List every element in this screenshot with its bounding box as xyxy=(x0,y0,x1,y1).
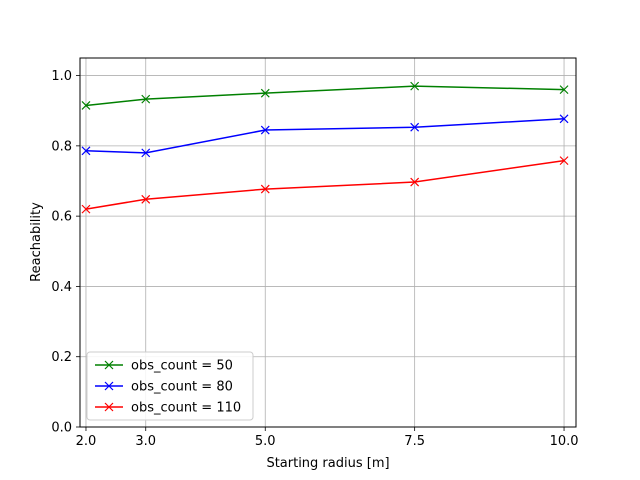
series-group xyxy=(81,81,569,214)
series-1 xyxy=(81,81,569,110)
y-tick-label: 0.0 xyxy=(51,421,72,436)
y-tick-label: 0.6 xyxy=(51,210,72,225)
y-tick-label: 0.8 xyxy=(51,139,72,154)
axis-ticks: 2.0 3.0 5.0 7.5 10.0 0.0 0.2 0.4 0.6 0.8 1.0 xyxy=(51,69,578,449)
y-tick-label: 0.2 xyxy=(51,350,72,365)
legend: obs_count = 50 obs_count = 80 obs_count = … xyxy=(86,351,254,421)
series-3 xyxy=(81,156,569,214)
x-tick-label: 5.0 xyxy=(255,434,276,449)
y-axis-label: Reachability xyxy=(29,202,44,282)
plot-area-frame xyxy=(79,57,577,428)
data-point-marker xyxy=(559,156,569,166)
data-point-marker xyxy=(260,184,270,194)
series-2 xyxy=(81,114,569,158)
x-tick-label: 2.0 xyxy=(76,434,97,449)
series-line xyxy=(85,159,565,210)
legend-label: obs_count = 50 xyxy=(131,359,233,374)
data-point-marker xyxy=(260,88,270,98)
x-tick-label: 7.5 xyxy=(404,434,425,449)
legend-item: obs_count = 50 xyxy=(95,359,233,374)
data-point-marker xyxy=(410,177,420,187)
legend-item: obs_count = 80 xyxy=(95,380,233,395)
data-point-marker xyxy=(141,94,151,104)
legend-marker xyxy=(104,381,114,391)
data-point-marker xyxy=(260,125,270,135)
y-tick-label: 1.0 xyxy=(51,69,72,84)
legend-item: obs_count = 110 xyxy=(95,401,241,416)
data-point-marker xyxy=(141,194,151,204)
data-point-marker xyxy=(141,148,151,158)
x-tick-label: 10.0 xyxy=(550,434,579,449)
x-axis-label: Starting radius [m] xyxy=(266,456,389,471)
series-line xyxy=(85,118,565,154)
x-tick-label: 3.0 xyxy=(135,434,156,449)
legend-marker xyxy=(104,360,114,370)
legend-label: obs_count = 80 xyxy=(131,380,233,395)
legend-box xyxy=(86,351,254,421)
legend-label: obs_count = 110 xyxy=(131,401,241,416)
data-point-marker xyxy=(410,122,420,132)
series-line xyxy=(85,85,565,107)
y-tick-label: 0.4 xyxy=(51,280,72,295)
data-point-marker xyxy=(410,81,420,91)
data-point-marker xyxy=(81,101,91,110)
legend-marker xyxy=(104,402,114,412)
data-point-marker xyxy=(559,114,569,124)
data-point-marker xyxy=(559,85,569,95)
data-point-marker xyxy=(81,204,91,214)
data-point-marker xyxy=(81,146,91,156)
